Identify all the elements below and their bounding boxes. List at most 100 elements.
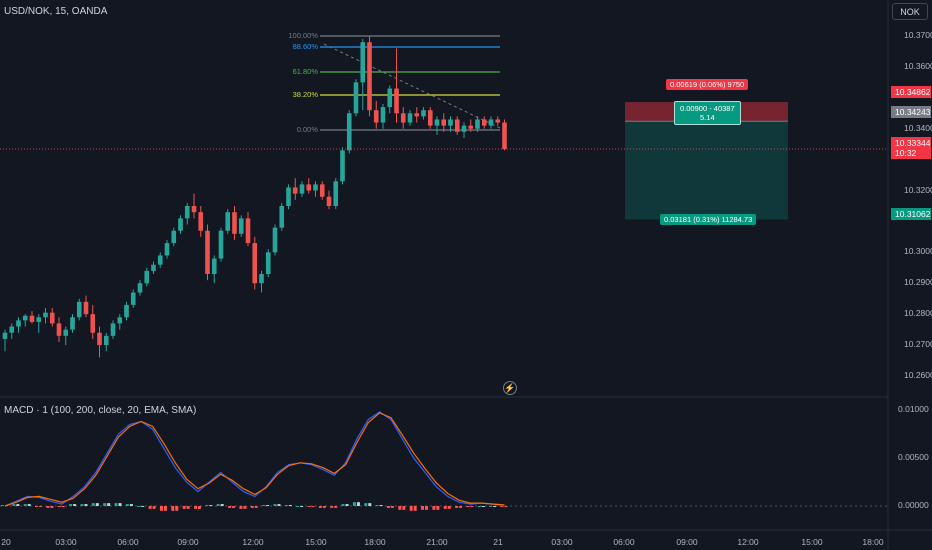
macd-histogram-bar (254, 506, 258, 508)
candle-body (292, 187, 298, 194)
macd-histogram-bar (493, 506, 497, 507)
macd-histogram-bar (91, 503, 95, 506)
position-center-label[interactable]: 0.00900 - 40387 5.14 (674, 101, 741, 125)
macd-histogram-bar (129, 504, 133, 506)
macd-histogram-bar (300, 506, 304, 507)
candle-body (272, 227, 278, 253)
symbol-title[interactable]: USD/NOK, 15, OANDA (4, 6, 108, 17)
price-axis-label: 10.32000 (904, 184, 932, 195)
time-axis-label: 03:00 (551, 537, 573, 547)
candle-body (211, 258, 217, 274)
macd-histogram-bar (421, 506, 425, 510)
macd-histogram-bar (398, 506, 402, 510)
candle-body (97, 332, 102, 346)
price-axis-label: 10.27000 (904, 339, 932, 350)
position-target-label[interactable]: 0.03181 (0.31%) 11284.73 (660, 214, 757, 225)
candle-body (380, 107, 386, 123)
candle-body (434, 119, 440, 126)
macd-histogram-bar (455, 506, 459, 508)
macd-histogram-bar (390, 506, 394, 508)
candle-body (495, 119, 501, 123)
macd-histogram-bar (175, 506, 179, 511)
macd-histogram-bar (447, 506, 451, 509)
candle-body (279, 206, 285, 228)
macd-histogram-bar (39, 506, 43, 507)
macd-histogram-bar (379, 505, 383, 507)
position-ratio-label: 5.14 (700, 113, 715, 122)
price-axis-label: 10.37000 (904, 30, 932, 40)
candle-body (83, 301, 89, 315)
macd-histogram-bar (436, 506, 440, 510)
time-axis-label: 09:00 (177, 537, 199, 547)
macd-histogram-bar (69, 504, 73, 506)
currency-button[interactable]: NOK (892, 3, 928, 20)
candle-body (340, 150, 345, 182)
macd-histogram-bar (243, 506, 247, 509)
macd-histogram-bar (330, 506, 334, 508)
bolt-icon[interactable]: ⚡ (503, 381, 517, 395)
macd-histogram-bar (148, 506, 152, 509)
candle-body (245, 218, 251, 244)
macd-histogram-bar (318, 506, 322, 508)
macd-histogram-bar (466, 506, 470, 507)
time-axis-label: 18:00 (862, 537, 884, 547)
macd-histogram-bar (209, 505, 213, 507)
price-axis-label: 10.36000 (904, 60, 932, 71)
candle-body (448, 119, 453, 126)
candle-body (326, 196, 332, 206)
macd-histogram-bar (477, 506, 481, 507)
macd-histogram-bar (368, 503, 372, 506)
macd-histogram-bar (296, 506, 300, 507)
candle-body (427, 110, 433, 126)
target-price-tag: 10.31062 (891, 208, 931, 220)
position-stop-label[interactable]: 0.00619 (0.06%) 9750 (666, 79, 749, 90)
candle-body (9, 326, 15, 333)
time-axis-label: 12:00 (737, 537, 759, 547)
macd-histogram-bar (334, 506, 338, 508)
macd-histogram-bar (262, 505, 266, 507)
candle-body (22, 315, 28, 321)
macd-histogram-bar (413, 506, 417, 511)
macd-histogram-bar (273, 504, 277, 506)
macd-histogram-bar (182, 506, 186, 509)
macd-histogram-bar (504, 506, 508, 507)
macd-histogram-bar (186, 506, 190, 509)
macd-histogram-bar (118, 503, 122, 506)
candle-body (117, 317, 123, 324)
candle-body (481, 119, 487, 126)
macd-histogram-bar (409, 506, 413, 511)
macd-histogram-bar (125, 504, 129, 506)
candle-body (475, 119, 480, 129)
candle-body (70, 317, 75, 330)
position-target-zone (625, 121, 788, 220)
candle-body (407, 113, 413, 123)
macd-histogram-bar (322, 506, 326, 508)
macd-histogram-bar (250, 506, 254, 508)
macd-title[interactable]: MACD · 1 (100, 200, close, 20, EMA, SMA) (4, 405, 197, 416)
candle-body (441, 119, 447, 126)
macd-histogram-bar (356, 502, 360, 506)
macd-histogram-bar (23, 504, 27, 506)
price-axis-label: 10.34000 (904, 122, 932, 133)
candle-body (49, 312, 55, 324)
macd-histogram-bar (46, 506, 50, 508)
candle-body (238, 218, 244, 234)
candle-body (468, 125, 474, 129)
macd-histogram-bar (228, 506, 232, 508)
candle-body (454, 119, 460, 132)
time-axis-label: 18:00 (364, 537, 386, 547)
macd-histogram-bar (197, 506, 201, 509)
candle-body (63, 329, 69, 336)
candle-body (110, 323, 116, 336)
macd-histogram-bar (277, 504, 281, 506)
macd-histogram-bar (114, 503, 118, 506)
candle-body (319, 184, 325, 197)
macd-histogram-bar (364, 503, 368, 506)
macd-histogram-bar (375, 505, 379, 507)
entry-price-tag: 10.34243 (891, 106, 931, 118)
candle-body (461, 125, 467, 132)
candle-body (205, 230, 210, 274)
candle-body (76, 301, 82, 318)
candle-body (103, 335, 109, 346)
